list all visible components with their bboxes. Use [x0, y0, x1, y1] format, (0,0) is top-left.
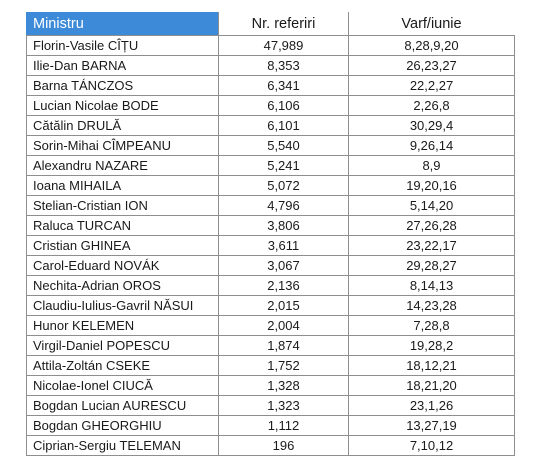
cell-minister-name: Florin-Vasile CÎȚU: [26, 35, 219, 56]
cell-referral-count: 3,806: [218, 215, 349, 236]
table-row: Attila-Zoltán CSEKE 1,752 18,12,21: [26, 355, 515, 376]
cell-referral-count: 4,796: [218, 195, 349, 216]
column-header-peak: Varf/iunie: [348, 12, 515, 36]
cell-referral-count: 6,106: [218, 95, 349, 116]
cell-minister-name: Cătălin DRULĂ: [26, 115, 219, 136]
cell-peak-days: 13,27,19: [348, 415, 515, 436]
cell-minister-name: Virgil-Daniel POPESCU: [26, 335, 219, 356]
cell-minister-name: Barna TÁNCZOS: [26, 75, 219, 96]
table-row: Alexandru NAZARE 5,241 8,9: [26, 155, 515, 176]
table-body: Florin-Vasile CÎȚU 47,989 8,28,9,20 Ilie…: [26, 35, 515, 456]
cell-minister-name: Bogdan Lucian AURESCU: [26, 395, 219, 416]
cell-peak-days: 18,12,21: [348, 355, 515, 376]
cell-peak-days: 8,14,13: [348, 275, 515, 296]
cell-peak-days: 30,29,4: [348, 115, 515, 136]
table-row: Barna TÁNCZOS 6,341 22,2,27: [26, 75, 515, 96]
cell-referral-count: 47,989: [218, 35, 349, 56]
cell-minister-name: Claudiu-Iulius-Gavril NĂSUI: [26, 295, 219, 316]
cell-peak-days: 7,28,8: [348, 315, 515, 336]
table-row: Virgil-Daniel POPESCU 1,874 19,28,2: [26, 335, 515, 356]
cell-peak-days: 23,1,26: [348, 395, 515, 416]
cell-referral-count: 1,323: [218, 395, 349, 416]
column-header-referrals: Nr. referiri: [218, 12, 349, 36]
column-header-minister: Ministru: [26, 12, 219, 36]
cell-minister-name: Ilie-Dan BARNA: [26, 55, 219, 76]
cell-minister-name: Attila-Zoltán CSEKE: [26, 355, 219, 376]
table-row: Stelian-Cristian ION 4,796 5,14,20: [26, 195, 515, 216]
table-row: Florin-Vasile CÎȚU 47,989 8,28,9,20: [26, 35, 515, 56]
cell-peak-days: 9,26,14: [348, 135, 515, 156]
cell-referral-count: 2,136: [218, 275, 349, 296]
cell-referral-count: 6,101: [218, 115, 349, 136]
cell-referral-count: 3,067: [218, 255, 349, 276]
cell-referral-count: 5,241: [218, 155, 349, 176]
cell-peak-days: 5,14,20: [348, 195, 515, 216]
cell-peak-days: 26,23,27: [348, 55, 515, 76]
cell-minister-name: Alexandru NAZARE: [26, 155, 219, 176]
cell-peak-days: 23,22,17: [348, 235, 515, 256]
cell-minister-name: Ioana MIHAILA: [26, 175, 219, 196]
cell-peak-days: 22,2,27: [348, 75, 515, 96]
table-row: Cătălin DRULĂ 6,101 30,29,4: [26, 115, 515, 136]
cell-minister-name: Raluca TURCAN: [26, 215, 219, 236]
table-header: Ministru Nr. referiri Varf/iunie: [26, 12, 515, 36]
cell-referral-count: 2,004: [218, 315, 349, 336]
cell-referral-count: 5,072: [218, 175, 349, 196]
cell-minister-name: Stelian-Cristian ION: [26, 195, 219, 216]
cell-peak-days: 29,28,27: [348, 255, 515, 276]
cell-referral-count: 3,611: [218, 235, 349, 256]
cell-minister-name: Hunor KELEMEN: [26, 315, 219, 336]
cell-peak-days: 8,28,9,20: [348, 35, 515, 56]
table-row: Carol-Eduard NOVÁK 3,067 29,28,27: [26, 255, 515, 276]
table-row: Raluca TURCAN 3,806 27,26,28: [26, 215, 515, 236]
table-row: Sorin-Mihai CÎMPEANU 5,540 9,26,14: [26, 135, 515, 156]
cell-peak-days: 14,23,28: [348, 295, 515, 316]
header-row: Ministru Nr. referiri Varf/iunie: [26, 12, 515, 36]
cell-referral-count: 1,328: [218, 375, 349, 396]
cell-minister-name: Lucian Nicolae BODE: [26, 95, 219, 116]
table-row: Ciprian-Sergiu TELEMAN 196 7,10,12: [26, 435, 515, 456]
cell-referral-count: 6,341: [218, 75, 349, 96]
table-row: Bogdan GHEORGHIU 1,112 13,27,19: [26, 415, 515, 436]
cell-referral-count: 5,540: [218, 135, 349, 156]
table-row: Hunor KELEMEN 2,004 7,28,8: [26, 315, 515, 336]
cell-peak-days: 19,28,2: [348, 335, 515, 356]
cell-minister-name: Cristian GHINEA: [26, 235, 219, 256]
table-row: Cristian GHINEA 3,611 23,22,17: [26, 235, 515, 256]
table-row: Ilie-Dan BARNA 8,353 26,23,27: [26, 55, 515, 76]
table-row: Nechita-Adrian OROS 2,136 8,14,13: [26, 275, 515, 296]
table-row: Ioana MIHAILA 5,072 19,20,16: [26, 175, 515, 196]
cell-referral-count: 1,112: [218, 415, 349, 436]
cell-referral-count: 2,015: [218, 295, 349, 316]
cell-referral-count: 1,874: [218, 335, 349, 356]
table-row: Lucian Nicolae BODE 6,106 2,26,8: [26, 95, 515, 116]
table-row: Claudiu-Iulius-Gavril NĂSUI 2,015 14,23,…: [26, 295, 515, 316]
cell-minister-name: Carol-Eduard NOVÁK: [26, 255, 219, 276]
cell-peak-days: 18,21,20: [348, 375, 515, 396]
ministers-referrals-table: Ministru Nr. referiri Varf/iunie Florin-…: [26, 12, 515, 456]
cell-peak-days: 19,20,16: [348, 175, 515, 196]
cell-minister-name: Bogdan GHEORGHIU: [26, 415, 219, 436]
ministers-table-container: Ministru Nr. referiri Varf/iunie Florin-…: [26, 12, 515, 456]
cell-referral-count: 1,752: [218, 355, 349, 376]
cell-referral-count: 8,353: [218, 55, 349, 76]
table-row: Bogdan Lucian AURESCU 1,323 23,1,26: [26, 395, 515, 416]
cell-peak-days: 7,10,12: [348, 435, 515, 456]
cell-minister-name: Nicolae-Ionel CIUCĂ: [26, 375, 219, 396]
cell-referral-count: 196: [218, 435, 349, 456]
cell-peak-days: 8,9: [348, 155, 515, 176]
table-row: Nicolae-Ionel CIUCĂ 1,328 18,21,20: [26, 375, 515, 396]
cell-minister-name: Sorin-Mihai CÎMPEANU: [26, 135, 219, 156]
cell-minister-name: Nechita-Adrian OROS: [26, 275, 219, 296]
cell-peak-days: 2,26,8: [348, 95, 515, 116]
cell-peak-days: 27,26,28: [348, 215, 515, 236]
cell-minister-name: Ciprian-Sergiu TELEMAN: [26, 435, 219, 456]
